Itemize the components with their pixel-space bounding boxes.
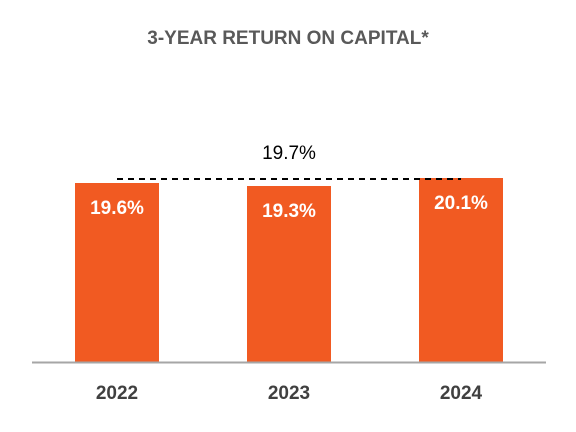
bar-labels-group: 19.6% 19.3% 20.1% xyxy=(90,193,488,222)
bar-value-label-2022: 19.6% xyxy=(90,198,144,219)
bars-group xyxy=(75,178,503,362)
bar-value-label-2023: 19.3% xyxy=(262,201,316,222)
bar-2024 xyxy=(419,178,503,362)
x-tick-label-2024: 2024 xyxy=(440,383,483,404)
bar-2022 xyxy=(75,183,159,362)
x-tick-label-2023: 2023 xyxy=(268,383,310,404)
x-tick-labels-group: 2022 2023 2024 xyxy=(96,383,483,404)
bar-value-label-2024: 20.1% xyxy=(434,193,488,214)
chart-title: 3-YEAR RETURN ON CAPITAL* xyxy=(147,28,429,49)
x-tick-label-2022: 2022 xyxy=(96,383,138,404)
reference-line-label: 19.7% xyxy=(262,143,316,164)
bar-2023 xyxy=(247,186,331,362)
